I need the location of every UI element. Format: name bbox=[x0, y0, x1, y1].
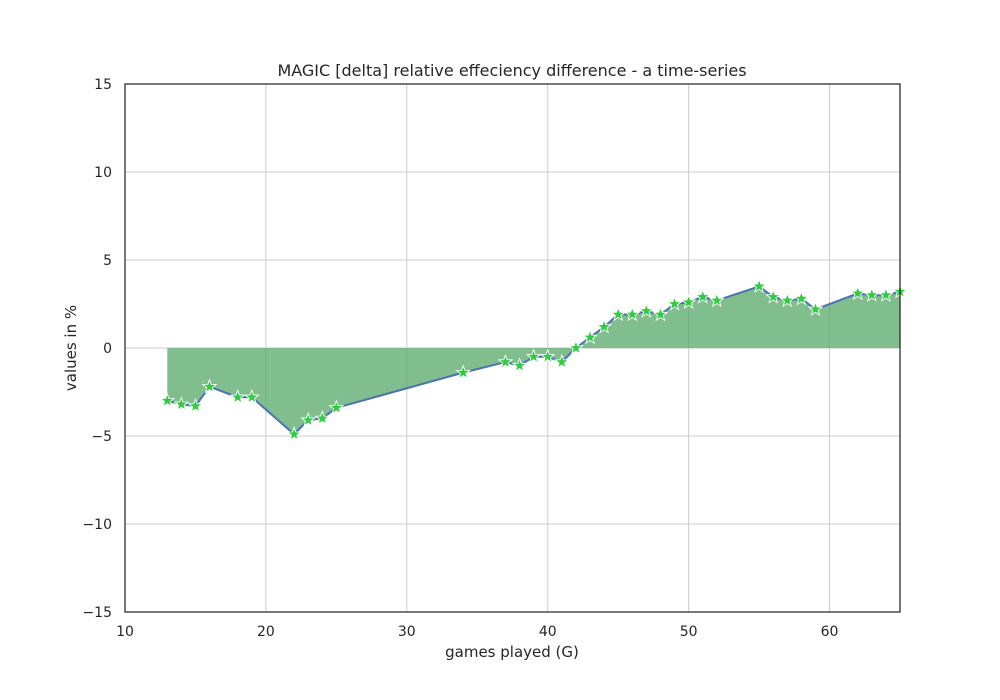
data-point-marker bbox=[455, 364, 472, 380]
x-axis-ticks: 10 20 30 40 50 60 bbox=[116, 624, 838, 640]
data-point-marker bbox=[708, 292, 725, 308]
x-tick-label: 60 bbox=[821, 624, 839, 640]
data-point-marker bbox=[652, 306, 669, 322]
data-point-marker bbox=[680, 293, 697, 309]
data-point-marker bbox=[328, 399, 345, 415]
y-tick-label: 5 bbox=[103, 253, 112, 269]
y-axis-ticks: −15 −10 −5 0 5 10 15 bbox=[82, 77, 112, 621]
data-point-marker bbox=[300, 411, 317, 427]
x-axis-label: games played (G) bbox=[445, 643, 579, 661]
data-point-marker bbox=[568, 339, 584, 355]
y-tick-label: 0 bbox=[103, 341, 112, 357]
data-point-marker bbox=[765, 288, 782, 304]
data-point-marker bbox=[173, 396, 190, 412]
data-point-marker bbox=[497, 353, 514, 369]
data-point-marker bbox=[159, 392, 176, 408]
data-point-marker bbox=[314, 410, 331, 426]
data-point-marker bbox=[553, 353, 570, 369]
data-point-marker bbox=[878, 286, 894, 302]
y-axis-label: values in % bbox=[62, 305, 80, 391]
x-tick-label: 50 bbox=[680, 624, 698, 640]
data-point-marker bbox=[229, 388, 246, 404]
y-tick-label: −10 bbox=[82, 517, 112, 533]
data-point-marker bbox=[525, 348, 542, 364]
fill-area bbox=[167, 286, 901, 435]
chart-title: MAGIC [delta] relative effeciency differ… bbox=[277, 61, 746, 80]
data-point-marker bbox=[779, 292, 796, 308]
x-tick-label: 30 bbox=[398, 624, 416, 640]
data-point-marker bbox=[807, 300, 824, 316]
data-point-marker bbox=[187, 397, 204, 413]
fill-area-path bbox=[167, 286, 901, 435]
x-tick-label: 40 bbox=[539, 624, 557, 640]
data-point-marker bbox=[793, 290, 810, 306]
plot-frame bbox=[124, 83, 901, 613]
x-tick-label: 10 bbox=[116, 624, 134, 640]
data-point-marker bbox=[610, 306, 627, 322]
data-point-marker bbox=[751, 278, 767, 294]
data-point-marker bbox=[849, 285, 866, 301]
data-point-marker bbox=[539, 348, 556, 364]
y-tick-label: −5 bbox=[91, 429, 112, 445]
data-point-marker bbox=[694, 288, 711, 304]
data-point-marker bbox=[666, 295, 683, 311]
data-point-marker bbox=[638, 302, 655, 318]
data-point-marker bbox=[511, 357, 528, 373]
y-tick-label: 10 bbox=[94, 165, 112, 181]
y-tick-label: −15 bbox=[82, 605, 112, 621]
data-point-marker bbox=[863, 286, 880, 302]
data-point-marker bbox=[582, 329, 598, 345]
data-point-marker bbox=[596, 318, 612, 334]
data-point-marker bbox=[624, 306, 641, 322]
data-point-marker bbox=[286, 425, 302, 441]
data-point-marker bbox=[201, 378, 218, 394]
data-point-marker bbox=[243, 388, 260, 404]
x-tick-label: 20 bbox=[257, 624, 275, 640]
y-tick-label: 15 bbox=[94, 77, 112, 93]
markers bbox=[159, 278, 908, 441]
